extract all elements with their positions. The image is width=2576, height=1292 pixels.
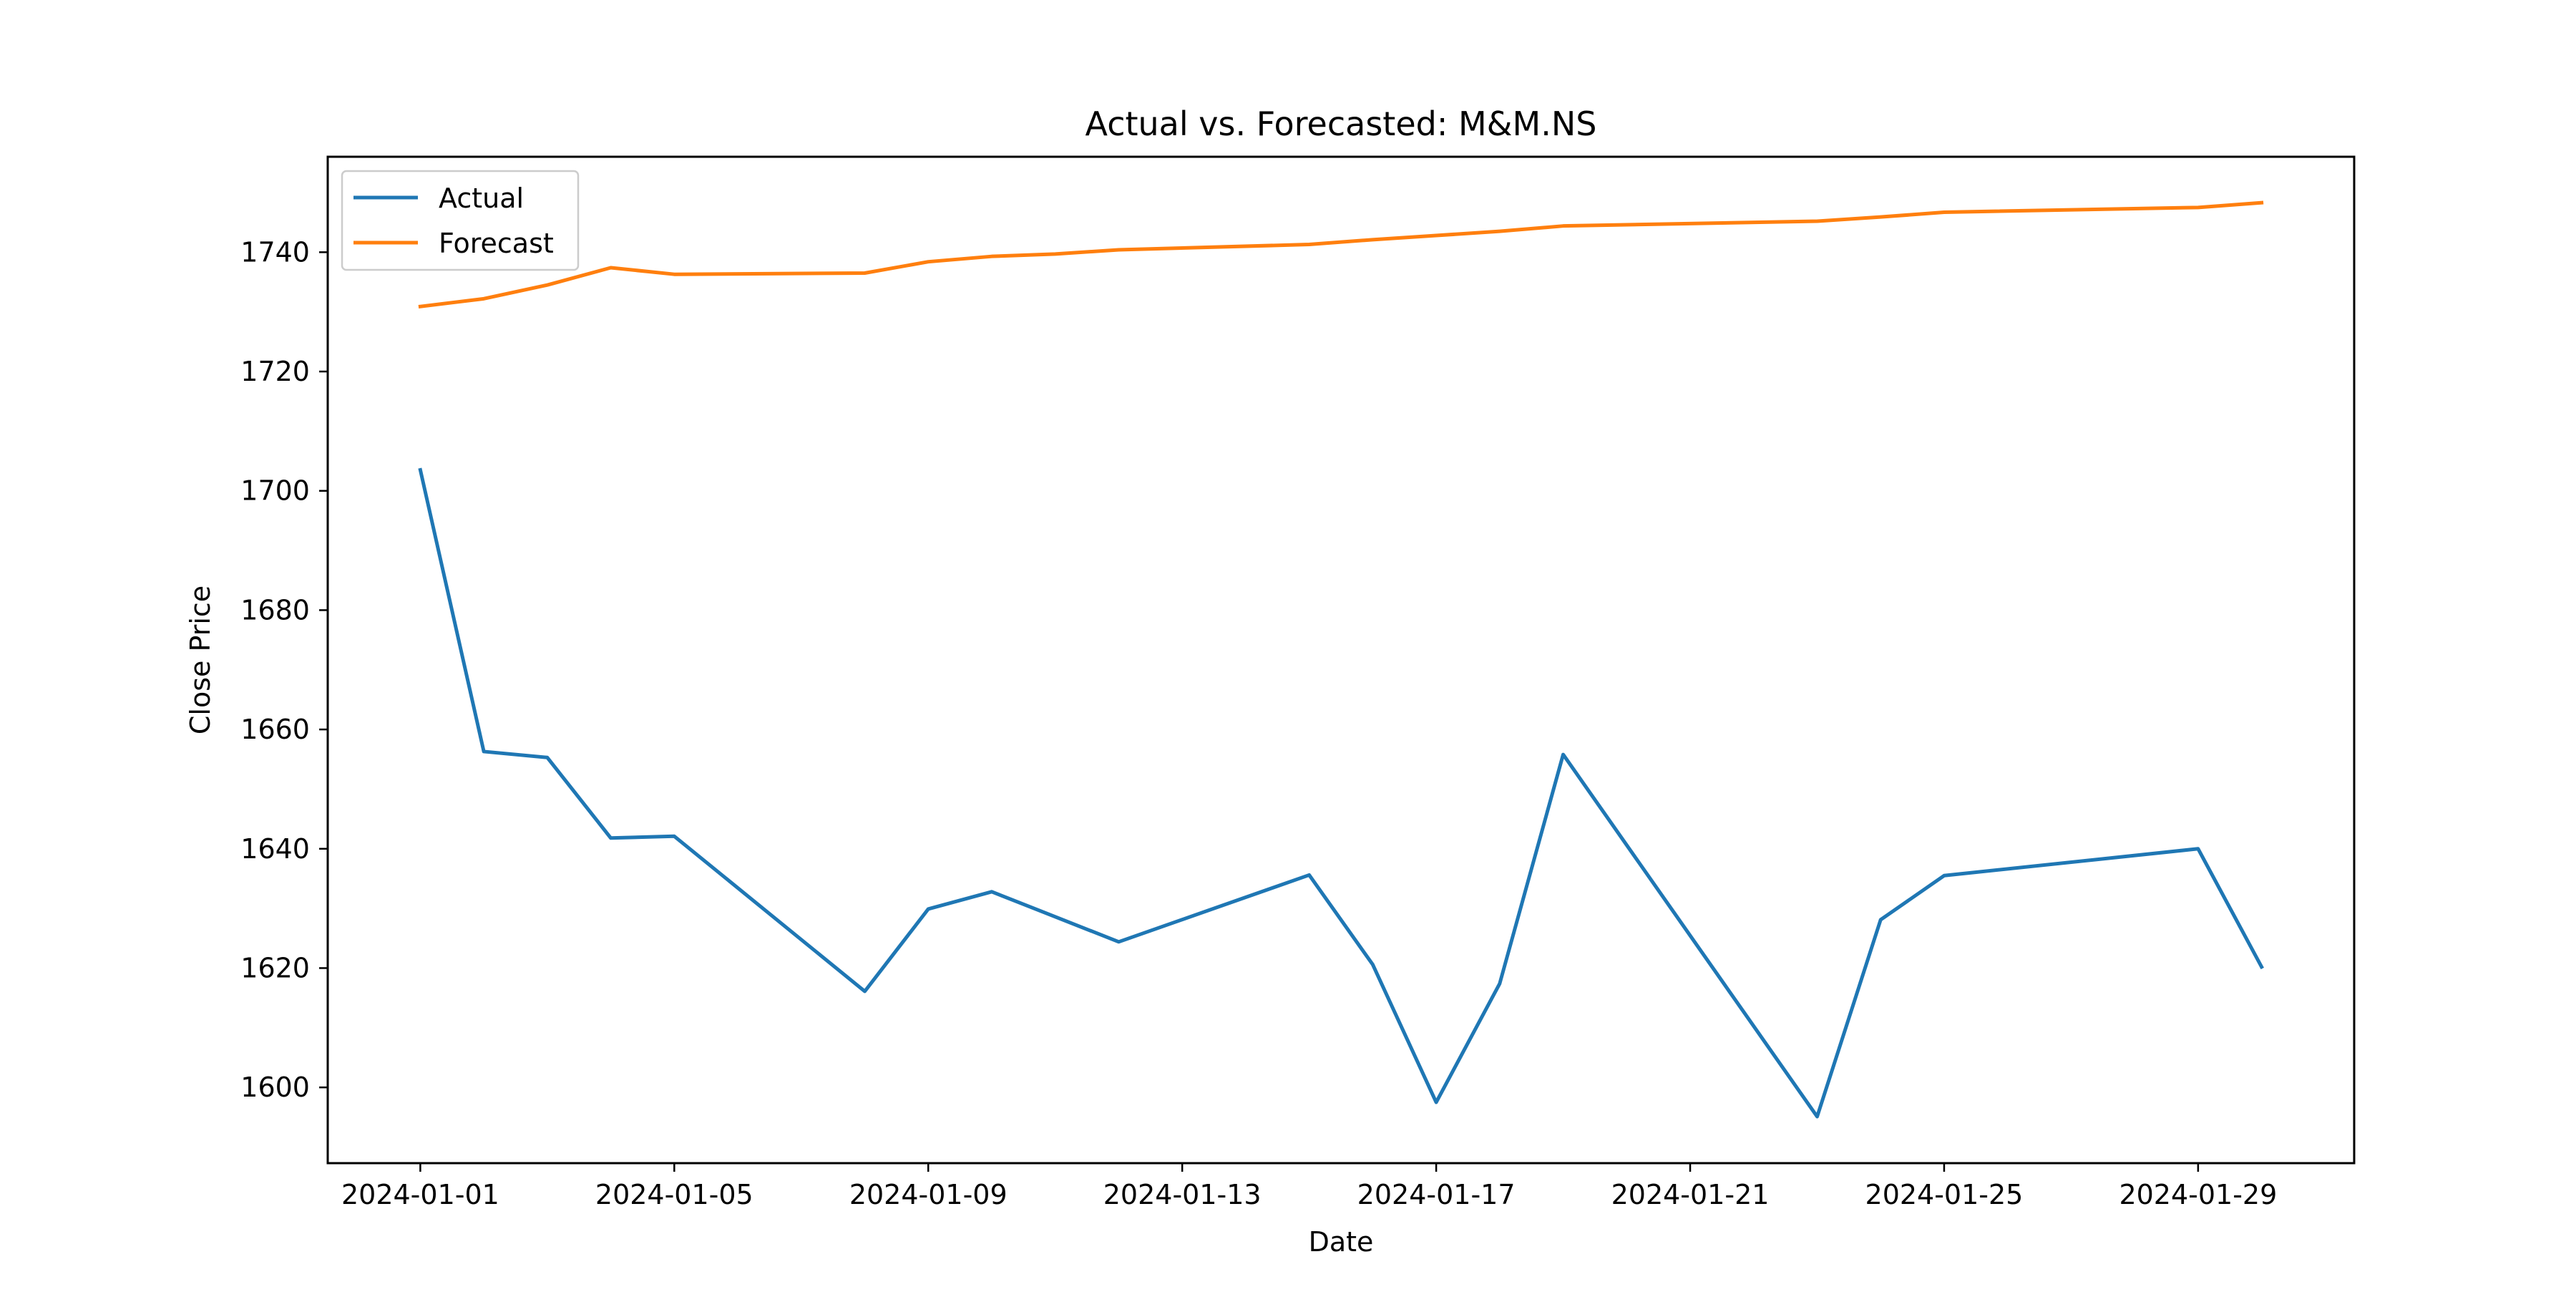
data-point-actual bbox=[1561, 752, 1566, 757]
x-tick-label: 2024-01-01 bbox=[341, 1179, 499, 1210]
data-point-actual bbox=[672, 834, 676, 838]
data-point-forecast bbox=[1815, 219, 1819, 223]
data-point-actual bbox=[1498, 981, 1502, 986]
data-point-actual bbox=[1878, 918, 1883, 922]
legend-label-actual: Actual bbox=[439, 183, 524, 214]
data-point-forecast bbox=[418, 304, 422, 309]
data-point-actual bbox=[863, 989, 867, 994]
x-tick-label: 2024-01-25 bbox=[1865, 1179, 2024, 1210]
data-point-actual bbox=[1434, 1100, 1438, 1104]
data-point-actual bbox=[1942, 873, 1946, 878]
data-point-forecast bbox=[1116, 248, 1121, 252]
x-tick-label: 2024-01-21 bbox=[1611, 1179, 1770, 1210]
data-point-actual bbox=[1116, 940, 1121, 944]
data-point-forecast bbox=[545, 283, 550, 287]
data-point-actual bbox=[2260, 965, 2264, 969]
data-point-actual bbox=[482, 749, 486, 754]
data-point-actual bbox=[1370, 962, 1375, 966]
y-axis-label: Close Price bbox=[185, 586, 216, 734]
y-tick-label: 1620 bbox=[240, 952, 310, 983]
data-point-forecast bbox=[2196, 205, 2200, 210]
data-point-forecast bbox=[1561, 224, 1566, 228]
y-tick-label: 1740 bbox=[240, 236, 310, 268]
data-point-forecast bbox=[1307, 243, 1312, 247]
data-point-forecast bbox=[2260, 200, 2264, 205]
data-point-forecast bbox=[1942, 210, 1946, 215]
x-tick-label: 2024-01-05 bbox=[595, 1179, 753, 1210]
data-point-actual bbox=[2196, 847, 2200, 851]
legend-label-forecast: Forecast bbox=[439, 228, 554, 259]
x-tick-label: 2024-01-13 bbox=[1103, 1179, 1262, 1210]
y-tick-label: 1660 bbox=[240, 714, 310, 745]
y-tick-label: 1600 bbox=[240, 1072, 310, 1103]
data-point-actual bbox=[1307, 873, 1312, 877]
series-line-forecast bbox=[418, 200, 2264, 309]
y-tick-label: 1700 bbox=[240, 475, 310, 507]
data-point-actual bbox=[1815, 1114, 1819, 1119]
data-point-forecast bbox=[1370, 238, 1375, 242]
data-point-actual bbox=[545, 755, 550, 759]
y-tick-label: 1680 bbox=[240, 594, 310, 626]
data-point-forecast bbox=[926, 260, 930, 264]
data-point-forecast bbox=[482, 296, 486, 301]
series-lines bbox=[418, 200, 2264, 1119]
data-point-forecast bbox=[990, 254, 994, 258]
data-point-forecast bbox=[863, 271, 867, 276]
data-point-forecast bbox=[1878, 215, 1883, 219]
data-point-forecast bbox=[1498, 229, 1502, 233]
series-line-actual bbox=[418, 467, 2264, 1119]
data-point-actual bbox=[418, 468, 422, 472]
x-tick-label: 2024-01-17 bbox=[1357, 1179, 1516, 1210]
y-tick-label: 1640 bbox=[240, 833, 310, 865]
x-axis-label: Date bbox=[1309, 1226, 1374, 1258]
legend: Actual Forecast bbox=[341, 170, 580, 271]
data-point-forecast bbox=[609, 266, 613, 270]
y-tick-label: 1720 bbox=[240, 356, 310, 387]
data-point-forecast bbox=[1053, 252, 1058, 256]
x-tick-label: 2024-01-09 bbox=[849, 1179, 1008, 1210]
chart-title: Actual vs. Forecasted: M&M.NS bbox=[1085, 105, 1597, 143]
x-tick-label: 2024-01-29 bbox=[2119, 1179, 2277, 1210]
data-point-actual bbox=[926, 907, 930, 911]
x-axis: 2024-01-01 2024-01-05 2024-01-09 2024-01-13… bbox=[341, 1163, 2277, 1210]
plot-frame bbox=[326, 155, 2356, 1165]
data-point-forecast bbox=[672, 272, 676, 276]
data-point-forecast bbox=[1434, 233, 1438, 238]
data-point-actual bbox=[990, 890, 994, 894]
y-axis: 1600 1620 1640 1660 1680 1700 1720 1740 bbox=[240, 236, 328, 1103]
data-point-actual bbox=[609, 836, 613, 840]
